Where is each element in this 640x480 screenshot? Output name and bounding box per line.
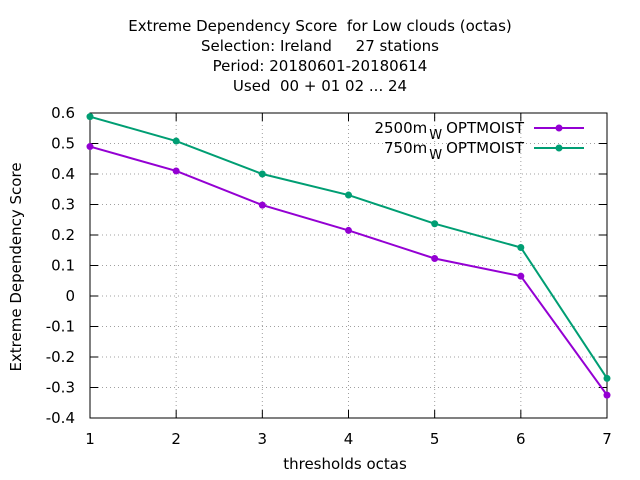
x-tick-label: 1 (85, 430, 95, 448)
legend-label: 2500m W OPTMOIST (374, 119, 524, 143)
title-line-3: Period: 20180601-20180614 (212, 57, 428, 75)
y-tick-label: -0.4 (46, 409, 75, 427)
y-tick-label: 0.2 (51, 226, 75, 244)
x-tick-label: 3 (258, 430, 268, 448)
y-tick-label: 0 (65, 287, 75, 305)
y-tick-label: -0.1 (46, 318, 75, 336)
title-line-4: Used 00 + 01 02 ... 24 (232, 77, 408, 95)
x-tick-label: 4 (344, 430, 354, 448)
data-point (517, 272, 525, 280)
x-tick-label: 2 (171, 430, 181, 448)
y-tick-label: 0.5 (51, 135, 75, 153)
legend-marker (555, 124, 563, 132)
legend-marker (555, 144, 563, 152)
y-tick-label: -0.2 (46, 348, 75, 366)
data-point (172, 167, 180, 175)
series-line (89, 115, 608, 379)
data-point (603, 374, 611, 382)
data-point (86, 113, 94, 121)
data-point (431, 220, 439, 228)
x-axis-label: thresholds octas (283, 455, 407, 473)
data-point (258, 170, 266, 178)
x-tick-label: 5 (430, 430, 440, 448)
data-point (603, 391, 611, 399)
title-line-2: Selection: Ireland 27 stations (201, 37, 439, 55)
y-tick-label: 0.1 (51, 257, 75, 275)
legend-label: 750m W OPTMOIST (384, 139, 525, 163)
data-point (258, 201, 266, 209)
data-point (345, 226, 352, 234)
data-point (431, 254, 439, 262)
x-tick-label: 6 (516, 430, 526, 448)
data-point (517, 244, 525, 252)
data-point (86, 143, 94, 151)
y-tick-label: 0.6 (51, 104, 75, 122)
title-line-1: Extreme Dependency Score for Low clouds … (128, 17, 512, 35)
y-tick-label: 0.4 (51, 165, 75, 183)
y-tick-label: 0.3 (51, 196, 75, 214)
data-point (172, 137, 180, 145)
x-tick-label: 7 (602, 430, 612, 448)
data-point (345, 191, 352, 199)
y-tick-label: -0.3 (46, 379, 75, 397)
